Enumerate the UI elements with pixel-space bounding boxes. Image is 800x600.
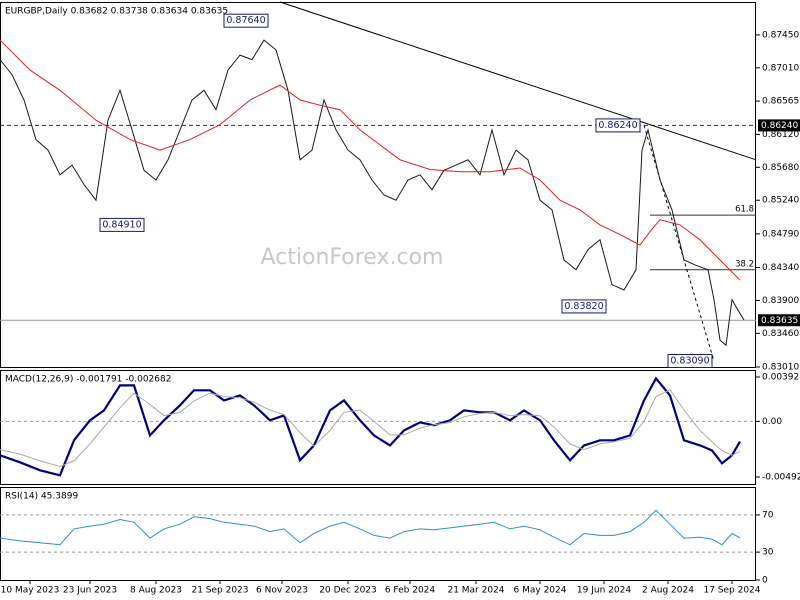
- fib-label: 38.2: [735, 259, 754, 269]
- fib-label: 61.8: [735, 205, 754, 215]
- annotation-box: [561, 299, 607, 314]
- panel-title: RSI(14) 45.3899: [5, 492, 78, 502]
- annotation-box: [223, 13, 269, 28]
- y-tick-label: 0.85680: [762, 163, 799, 173]
- price-tag: [758, 119, 800, 132]
- series-line: [0, 39, 745, 347]
- x-tick-label: 17 Sep 2024: [703, 586, 760, 596]
- x-tick-label: 6 May 2024: [514, 586, 567, 596]
- panel-title: EURGBP,Daily 0.83682 0.83738 0.83634 0.8…: [5, 7, 228, 17]
- x-tick-label: 6 Feb 2024: [385, 586, 436, 596]
- annotation-label: 0.86240: [598, 120, 637, 131]
- price-tag-label: 0.86240: [761, 121, 798, 131]
- trendline: [643, 125, 715, 362]
- y-tick-label: 0.87450: [762, 30, 799, 40]
- series-line: [0, 509, 741, 546]
- x-tick-label: 2 Aug 2024: [642, 586, 694, 596]
- y-tick-label: 30: [762, 548, 774, 558]
- annotation-label: 0.87640: [226, 15, 265, 26]
- x-tick-label: 10 May 2023: [1, 586, 60, 596]
- y-tick-label: 0.84790: [762, 229, 799, 239]
- panel-title: MACD(12,26,9) -0.001791 -0.002682: [5, 375, 171, 385]
- annotation-box: [667, 354, 713, 369]
- series-line: [0, 376, 741, 477]
- y-tick-label: 0.83460: [762, 329, 799, 339]
- series-line: [0, 39, 741, 281]
- panel: [0, 487, 756, 581]
- annotation-box: [99, 217, 145, 232]
- x-tick-label: 20 Dec 2023: [319, 586, 377, 596]
- y-tick-label: 0.87010: [762, 63, 799, 73]
- y-tick-label: 70: [762, 510, 774, 520]
- x-tick-label: 19 Jun 2024: [577, 586, 631, 596]
- y-tick-label: 0.85240: [762, 196, 799, 206]
- y-tick-label: 0.84340: [762, 263, 799, 273]
- price-tag-label: 0.83635: [761, 316, 798, 326]
- panel: [0, 2, 756, 368]
- watermark: ActionForex.com: [261, 245, 444, 270]
- annotation-label: 0.84910: [102, 219, 141, 230]
- y-tick-label: 0.003928: [762, 373, 800, 383]
- x-tick-label: 21 Mar 2024: [447, 586, 504, 596]
- annotation-label: 0.83820: [564, 301, 603, 312]
- y-tick-label: 0.86565: [762, 97, 799, 107]
- y-tick-label: 0: [762, 576, 768, 586]
- x-tick-label: 21 Sep 2023: [191, 586, 248, 596]
- price-tag: [758, 314, 800, 327]
- y-tick-label: 0.00: [762, 417, 782, 427]
- x-tick-label: 6 Nov 2023: [256, 586, 308, 596]
- y-tick-label: 0.83900: [762, 296, 799, 306]
- y-tick-label: 0.83010: [762, 363, 799, 373]
- annotation-box: [595, 118, 641, 133]
- x-tick-label: 23 Jun 2023: [63, 586, 117, 596]
- annotation-label: 0.83090: [670, 356, 709, 367]
- trendline: [279, 1, 757, 161]
- x-tick-label: 8 Aug 2023: [130, 586, 182, 596]
- series-line: [0, 389, 741, 468]
- y-tick-label: 0.86120: [762, 130, 799, 140]
- panel: [0, 370, 756, 485]
- y-tick-label: -0.004929: [762, 472, 800, 482]
